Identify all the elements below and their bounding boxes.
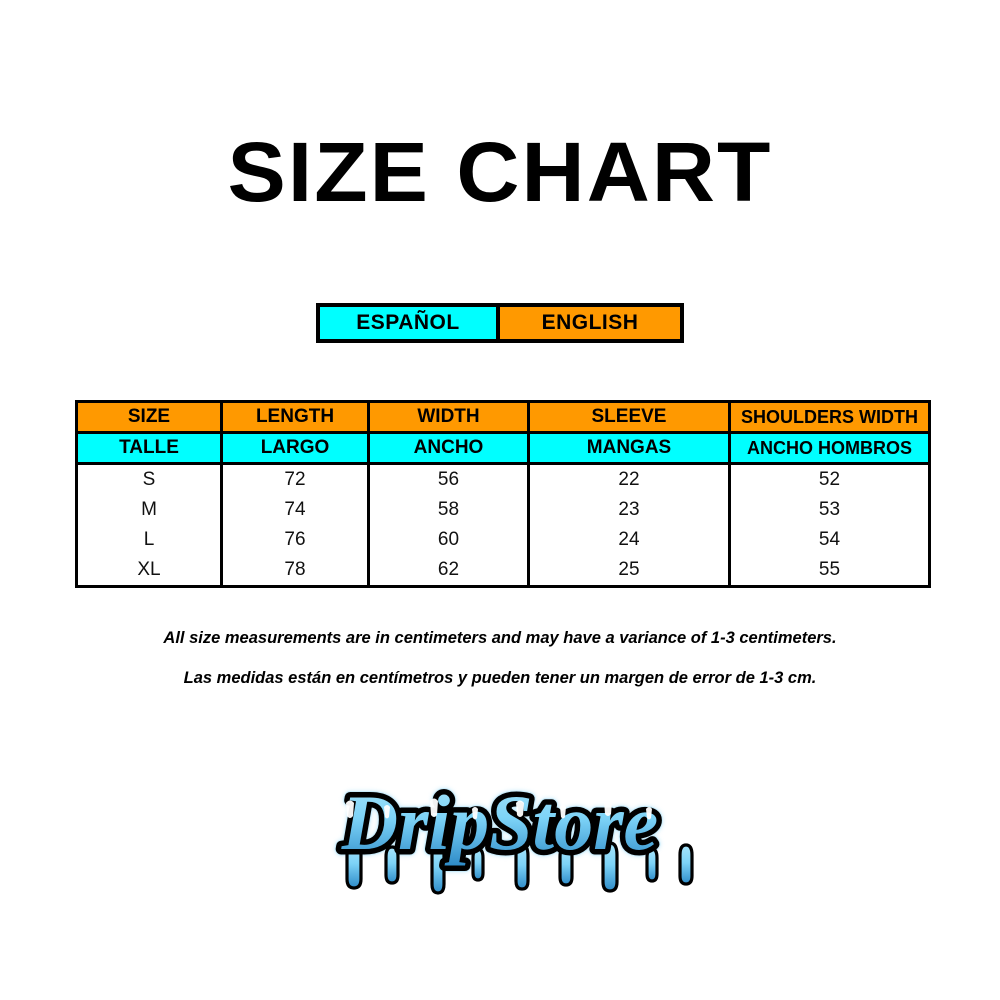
column-header-length: LENGTH [221,401,370,434]
svg-text:DripStore: DripStore [341,779,658,866]
cell-size: XL [76,555,223,587]
cell-shoulders: 52 [729,463,930,495]
footnote-english: All size measurements are in centimeters… [163,629,837,647]
column-header-shoulders-width: SHOULDERS WIDTH [729,401,930,434]
table-header-row-spanish: TALLE LARGO ANCHO MANGAS ANCHO HOMBROS [76,432,930,465]
cell-sleeve: 25 [528,555,731,587]
cell-size: M [76,495,223,525]
cell-shoulders: 53 [729,495,930,525]
size-chart-table: SIZE LENGTH WIDTH SLEEVE SHOULDERS WIDTH… [75,400,931,588]
column-header-talle: TALLE [76,432,223,465]
column-header-size: SIZE [76,401,223,434]
table-row: L 76 60 24 54 [76,525,930,555]
table-row: M 74 58 23 53 [76,495,930,525]
column-header-width: WIDTH [368,401,530,434]
cell-length: 72 [221,463,370,495]
column-header-mangas: MANGAS [528,432,731,465]
cell-length: 76 [221,525,370,555]
cell-width: 62 [368,555,530,587]
svg-text:DripStore: DripStore [341,779,658,866]
column-header-ancho: ANCHO [368,432,530,465]
cell-sleeve: 23 [528,495,731,525]
cell-size: S [76,463,223,495]
cell-length: 74 [221,495,370,525]
dripstore-logo: DripStore DripStore DripStore [280,757,720,897]
cell-width: 58 [368,495,530,525]
language-button-spanish[interactable]: ESPAÑOL [320,307,500,339]
cell-shoulders: 54 [729,525,930,555]
language-toggle[interactable]: ESPAÑOL ENGLISH [316,303,684,343]
table-header-row-english: SIZE LENGTH WIDTH SLEEVE SHOULDERS WIDTH [76,401,930,434]
page-title: SIZE CHART [227,125,773,219]
footnote-spanish: Las medidas están en centímetros y puede… [183,669,817,687]
column-header-largo: LARGO [221,432,370,465]
language-button-english[interactable]: ENGLISH [500,307,680,339]
cell-width: 56 [368,463,530,495]
column-header-sleeve: SLEEVE [528,401,731,434]
column-header-ancho-hombros: ANCHO HOMBROS [729,432,930,465]
cell-sleeve: 24 [528,525,731,555]
cell-shoulders: 55 [729,555,930,587]
cell-width: 60 [368,525,530,555]
table-row: S 72 56 22 52 [76,463,930,495]
cell-sleeve: 22 [528,463,731,495]
table-row: XL 78 62 25 55 [76,555,930,587]
cell-size: L [76,525,223,555]
cell-length: 78 [221,555,370,587]
